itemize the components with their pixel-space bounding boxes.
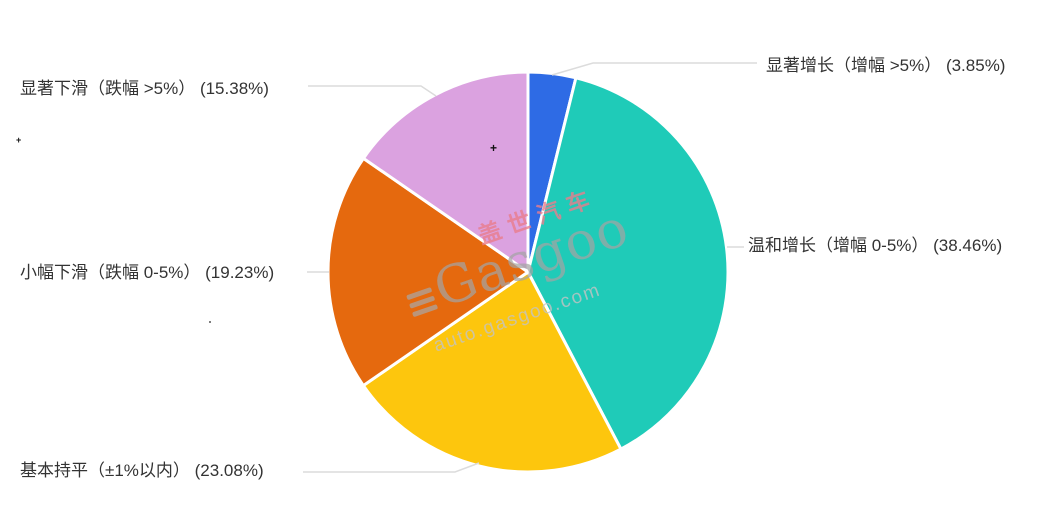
leader-line-flat	[303, 462, 480, 473]
cursor-cross-mark-small: +	[16, 135, 22, 145]
leader-line-significant-decline	[308, 85, 437, 97]
slice-label-significant-growth: 显著增长（增幅 >5%） (3.85%)	[766, 56, 1006, 75]
pixel-speck	[209, 321, 211, 323]
cursor-cross-mark: +	[490, 141, 498, 155]
slice-label-slight-decline: 小幅下滑（跌幅 0-5%） (19.23%)	[20, 263, 275, 282]
slice-label-flat: 基本持平（±1%以内） (23.08%)	[20, 461, 264, 480]
slice-label-significant-decline: 显著下滑（跌幅 >5%） (15.38%)	[20, 79, 269, 98]
leader-line-significant-growth	[551, 62, 757, 76]
slice-label-moderate-growth: 温和增长（增幅 0-5%） (38.46%)	[748, 236, 1003, 255]
pie-slice-flat[interactable]	[361, 270, 623, 474]
pie-slice-moderate-growth[interactable]	[526, 76, 730, 451]
